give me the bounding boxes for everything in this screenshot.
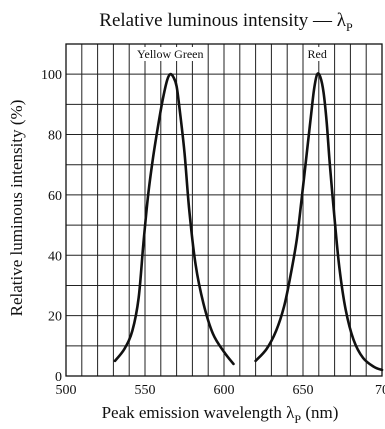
series-lines — [113, 72, 384, 372]
series-labels: Yellow Green Red — [135, 47, 329, 61]
y-tick-label: 80 — [48, 129, 62, 144]
y-tick-label: 0 — [55, 370, 62, 385]
x-axis-title-text: Peak emission wavelength λ — [102, 403, 296, 422]
chart-title-text: Relative luminous intensity — λ — [99, 10, 346, 31]
y-tick-label: 60 — [48, 189, 62, 204]
series-line-red — [254, 72, 384, 372]
x-tick-label: 500 — [56, 383, 77, 398]
x-axis-title: Peak emission wavelength λP (nm) — [102, 403, 339, 426]
y-tick-label: 20 — [48, 310, 62, 325]
chart-title: Relative luminous intensity — λP — [99, 10, 353, 34]
plot-frame — [65, 43, 383, 377]
series-label-background — [135, 47, 206, 61]
x-axis-title-unit: (nm) — [301, 403, 338, 422]
y-tick-label: 40 — [48, 249, 62, 264]
series-label-yellow-green: Yellow Green — [137, 47, 203, 61]
x-tick-label: 70 — [375, 383, 385, 398]
x-tick-label: 600 — [214, 383, 235, 398]
series-line-yellow-green — [113, 72, 235, 366]
y-tick-label: 100 — [41, 68, 62, 83]
grid-lines — [66, 44, 382, 376]
x-axis-title-subscript: P — [294, 412, 301, 426]
y-axis-title: Relative luminous intensity (%) — [7, 100, 26, 317]
series-label-red: Red — [308, 47, 327, 61]
series-label-background — [305, 47, 329, 61]
chart-title-subscript: P — [346, 20, 353, 34]
tick-labels: 50055060065070020406080100 — [41, 68, 385, 398]
x-tick-label: 550 — [135, 383, 156, 398]
x-tick-label: 650 — [293, 383, 314, 398]
